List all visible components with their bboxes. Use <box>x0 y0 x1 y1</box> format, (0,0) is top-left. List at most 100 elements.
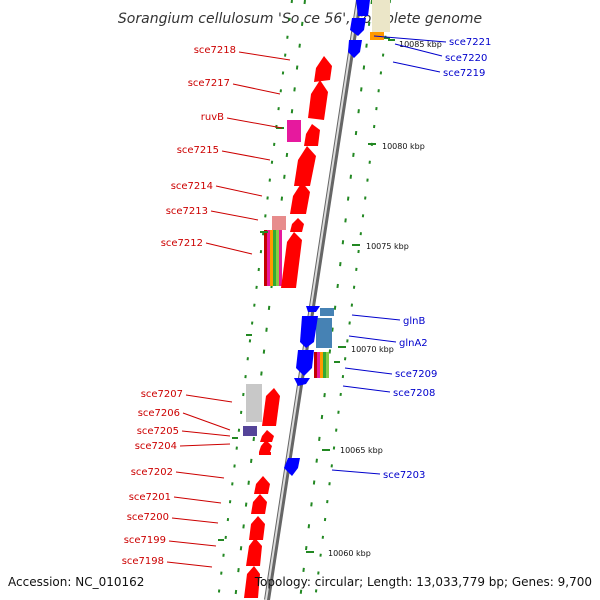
kbp-label-10070: 10070 kbp <box>351 345 394 354</box>
gene-label-sce7217: sce7217 <box>188 78 230 89</box>
gene-arrow-sce7218 <box>314 56 332 82</box>
leader-sce7199 <box>168 540 217 547</box>
gene-label-glna2: glnA2 <box>399 338 428 349</box>
gene-arrow-sce7203 <box>284 458 300 476</box>
leader-glna2 <box>348 335 397 343</box>
gene-label-sce7214: sce7214 <box>171 181 213 192</box>
gene-arrow-sce7204 <box>259 440 272 452</box>
sce7209-stripe-4 <box>323 352 326 378</box>
gene-label-sce7213: sce7213 <box>166 206 208 217</box>
leader-sce7206 <box>182 412 231 431</box>
leader-sce7213 <box>210 210 259 221</box>
leader-sce7215 <box>221 150 271 161</box>
gene-arrow-sce7219 <box>348 40 362 58</box>
leader-ruvb <box>226 117 283 129</box>
gene-label-sce7212: sce7212 <box>161 238 203 249</box>
genome-backbone <box>264 0 362 600</box>
gene-label-sce7203: sce7203 <box>383 470 425 481</box>
gene-label-sce7209: sce7209 <box>395 369 437 380</box>
gene-box-ruvb <box>287 120 301 142</box>
kbp-label-10080: 10080 kbp <box>382 142 425 151</box>
leader-sce7200 <box>171 517 219 524</box>
leader-sce7214 <box>215 185 263 197</box>
gene-label-glnb: glnB <box>403 316 425 327</box>
topology-text: Topology: circular; Length: 13,033,779 b… <box>254 575 592 589</box>
leader-sce7218 <box>238 51 291 61</box>
inner-ring-left <box>234 0 306 600</box>
leader-sce7212 <box>205 242 253 255</box>
leader-sce7202 <box>175 471 225 479</box>
sce7209-stripe-3 <box>320 352 323 378</box>
gene-arrow-sce7217 <box>308 80 328 120</box>
sce7212-stripe-3 <box>270 230 273 286</box>
kbp-label-10075: 10075 kbp <box>366 242 409 251</box>
track-rings <box>217 0 391 600</box>
gene-arrow-sce7202 <box>254 476 270 494</box>
kbp-label-10065: 10065 kbp <box>340 446 383 455</box>
reverse-genes <box>284 0 390 476</box>
gene-arrow-sce7214 <box>290 182 310 214</box>
sce7209-stripe-5 <box>326 352 329 378</box>
leader-sce7203 <box>331 469 381 475</box>
gene-arrow-sce7221 <box>356 0 370 16</box>
gene-label-sce7207: sce7207 <box>141 389 183 400</box>
leader-sce7217 <box>232 83 281 95</box>
forward-genes <box>243 56 332 598</box>
sce7212-stripe-5 <box>276 230 279 286</box>
gene-multicolor-sce7212 <box>264 230 282 286</box>
leader-sce7220 <box>394 43 443 57</box>
gene-label-sce7205: sce7205 <box>137 426 179 437</box>
leader-sce7205 <box>181 430 231 437</box>
gene-arrow-ruvb <box>304 124 320 146</box>
leader-sce7219 <box>392 61 441 73</box>
gene-box-sce7221-top <box>372 0 390 32</box>
gene-arrow-sce7208 <box>294 378 310 386</box>
gene-label-sce7215: sce7215 <box>177 145 219 156</box>
leader-glnb <box>351 314 401 321</box>
gene-arrow-glnb <box>306 306 320 312</box>
leader-sce7204 <box>179 443 231 447</box>
gene-arrow-glna2 <box>300 316 318 348</box>
accession-text: Accession: NC_010162 <box>8 575 144 589</box>
leader-sce7198 <box>166 561 213 568</box>
sce7212-stripe-6 <box>279 230 282 286</box>
gene-arrow-sce7209 <box>296 350 314 376</box>
gene-label-sce7208: sce7208 <box>393 388 435 399</box>
leader-sce7209 <box>344 367 393 375</box>
gene-label-sce7219: sce7219 <box>443 68 485 79</box>
gene-label-sce7220: sce7220 <box>445 53 487 64</box>
sce7209-stripe-2 <box>317 352 320 378</box>
gene-box-glnb-small <box>320 308 334 316</box>
gene-box-glna2 <box>316 318 332 348</box>
gene-label-sce7198: sce7198 <box>122 556 164 567</box>
leader-sce7201 <box>173 496 222 504</box>
gene-arrow-sce7207 <box>262 388 280 426</box>
gene-label-sce7202: sce7202 <box>131 467 173 478</box>
kbp-labels: 10085 kbp 10080 kbp 10075 kbp 10070 kbp … <box>306 39 442 558</box>
leader-sce7207 <box>185 394 233 403</box>
gene-label-sce7204: sce7204 <box>135 441 177 452</box>
right-gene-labels: sce7221 sce7220 sce7219 glnB glnA2 sce72… <box>331 35 491 481</box>
gene-arrow-sce7220 <box>350 18 366 36</box>
leader-sce7208 <box>342 385 391 393</box>
gene-label-sce7199: sce7199 <box>124 535 166 546</box>
gene-label-ruvb: ruvB <box>201 112 224 123</box>
gene-label-sce7218: sce7218 <box>194 45 236 56</box>
left-gene-labels: sce7218 sce7217 ruvB sce7215 sce7214 sce… <box>122 45 291 568</box>
gene-small-sce7204 <box>259 452 271 455</box>
leader-sce7221 <box>373 35 447 43</box>
gene-arrow-sce7212 <box>281 232 302 288</box>
gene-label-sce7221: sce7221 <box>449 37 491 48</box>
gene-label-sce7201: sce7201 <box>129 492 171 503</box>
gene-multicolor-sce7209 <box>314 352 329 378</box>
gene-arrow-sce7215 <box>294 146 316 186</box>
sce7212-stripe-4 <box>273 230 276 286</box>
kbp-label-10060: 10060 kbp <box>328 549 371 558</box>
kbp-label-10085: 10085 kbp <box>399 40 442 49</box>
gene-arrow-sce7198 <box>244 566 260 598</box>
backbone-highlight <box>265 0 359 600</box>
gene-box-sce7207 <box>246 384 262 422</box>
gene-box-sce7213 <box>272 216 286 230</box>
gene-arrow-sce7200 <box>249 516 265 540</box>
gene-arrow-sce7205 <box>260 430 274 442</box>
